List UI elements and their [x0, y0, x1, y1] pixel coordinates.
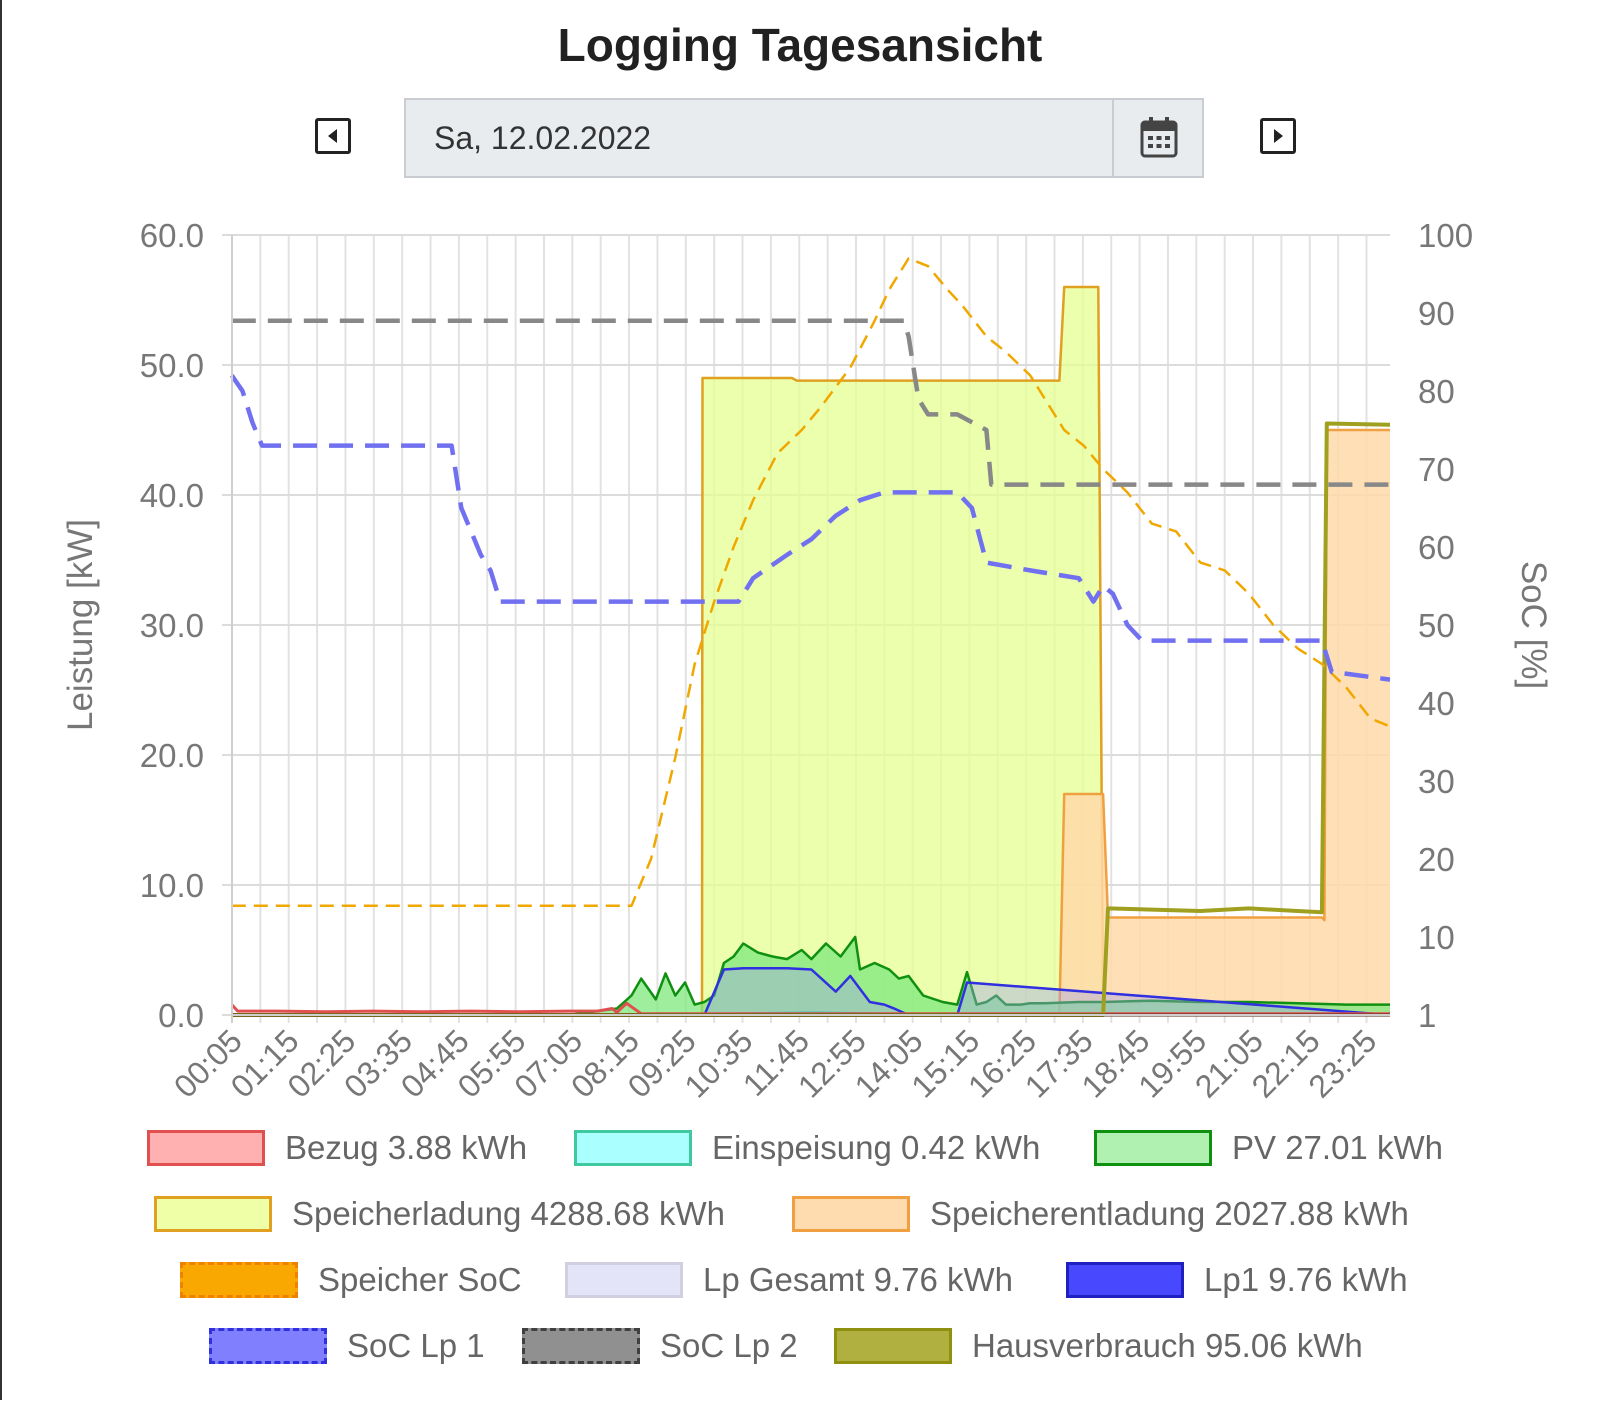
legend-swatch: [574, 1130, 692, 1166]
series-soc-line: [229, 374, 1391, 682]
y-left-tick-label: 0.0: [158, 997, 204, 1034]
y-left-tick-label: 40.0: [140, 477, 204, 514]
legend-label: Lp1 9.76 kWh: [1204, 1261, 1408, 1298]
y-right-tick-label: 100: [1418, 217, 1473, 254]
calendar-icon: [1140, 117, 1178, 158]
legend-label: Speicher SoC: [318, 1261, 522, 1298]
next-day-button[interactable]: [1260, 118, 1296, 154]
legend-swatch: [154, 1196, 272, 1232]
date-picker: [404, 98, 1204, 178]
calendar-button[interactable]: [1114, 100, 1202, 176]
date-input[interactable]: [406, 100, 1114, 176]
y-left-tick-label: 50.0: [140, 347, 204, 384]
y-right-tick-label: 10: [1418, 919, 1455, 956]
legend-label: Speicherentladung 2027.88 kWh: [930, 1195, 1409, 1232]
series-speicherentladung-area: [231, 430, 1390, 1015]
y-right-tick-label: 90: [1418, 295, 1455, 332]
series-pv-area: [231, 937, 1390, 1015]
legend-swatch: [1066, 1262, 1184, 1298]
legend-swatch: [180, 1262, 298, 1298]
legend-swatch: [1094, 1130, 1212, 1166]
series-soc-line: [231, 318, 1390, 487]
legend-swatch: [834, 1328, 952, 1364]
previous-day-button[interactable]: [315, 118, 351, 154]
series-speicher-line: [231, 257, 1391, 908]
caret-left-icon: [328, 129, 337, 143]
legend-swatch: [565, 1262, 683, 1298]
y-right-tick-label: 30: [1418, 763, 1455, 800]
y-right-axis-title: SoC [%]: [1514, 561, 1553, 689]
legend-label: Einspeisung 0.42 kWh: [712, 1129, 1041, 1166]
y-right-tick-label: 1: [1418, 997, 1436, 1034]
legend-label: SoC Lp 1: [347, 1327, 485, 1364]
y-right-tick-label: 20: [1418, 841, 1455, 878]
legend-label: SoC Lp 2: [660, 1327, 798, 1364]
legend-swatch: [522, 1328, 640, 1364]
series-hausverbrauch-line: [231, 421, 1391, 1017]
page-title: Logging Tagesansicht: [557, 19, 1043, 71]
y-right-tick-label: 50: [1418, 607, 1455, 644]
y-left-tick-label: 10.0: [140, 867, 204, 904]
legend-label: Lp Gesamt 9.76 kWh: [703, 1261, 1013, 1298]
legend-swatch: [147, 1130, 265, 1166]
y-right-tick-label: 60: [1418, 529, 1455, 566]
y-left-axis-title: Leistung [kW]: [61, 519, 100, 731]
series-lp-area: [231, 968, 1390, 1015]
x-tick-label: 10:35: [677, 1022, 759, 1104]
legend-label: PV 27.01 kWh: [1232, 1129, 1443, 1166]
legend-label: Bezug 3.88 kWh: [285, 1129, 528, 1166]
legend-label: Speicherladung 4288.68 kWh: [292, 1195, 725, 1232]
y-left-tick-label: 30.0: [140, 607, 204, 644]
caret-right-icon: [1274, 129, 1283, 143]
power-chart: 0.0 10.0 20.0 30.0 40.0 50.0 60.0 1 10 20 30 40 50 60…: [61, 217, 1553, 1105]
legend-swatch: [209, 1328, 327, 1364]
y-right-tick-label: 80: [1418, 373, 1455, 410]
y-left-tick-label: 20.0: [140, 737, 204, 774]
y-left-tick-label: 60.0: [140, 217, 204, 254]
series-speicherladung-area: [231, 287, 1390, 1015]
legend-label: Hausverbrauch 95.06 kWh: [972, 1327, 1363, 1364]
x-tick-label: 23:25: [1301, 1022, 1383, 1104]
series-speicherladung-line: [231, 285, 1390, 1017]
legend-swatch: [792, 1196, 910, 1232]
series-pv-line: [231, 935, 1390, 1017]
y-right-tick-label: 70: [1418, 451, 1455, 488]
y-right-tick-label: 40: [1418, 685, 1455, 722]
